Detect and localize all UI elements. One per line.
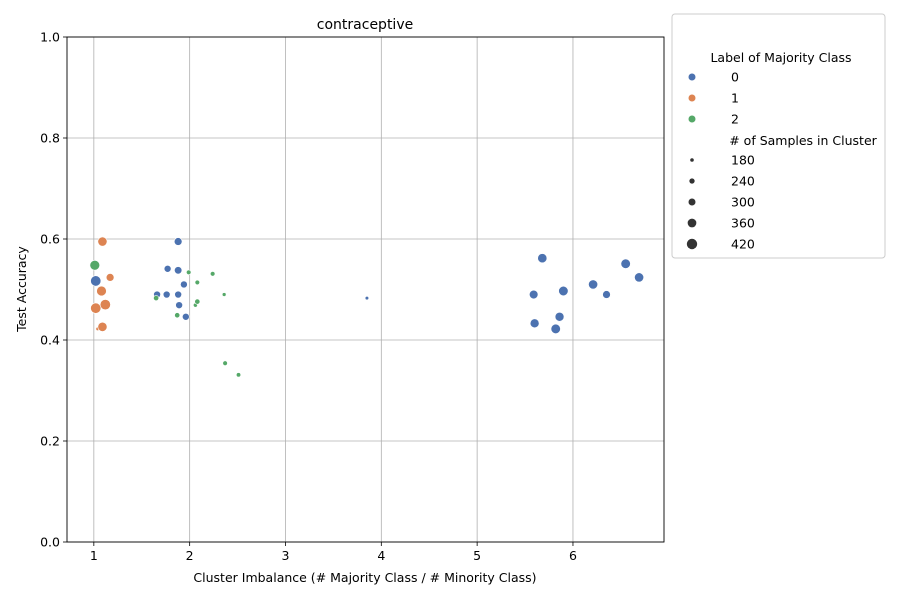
data-points (89, 236, 645, 378)
data-point-class-0 (558, 285, 569, 297)
legend-hue-title: Label of Majority Class (710, 50, 851, 65)
data-point-class-2 (89, 260, 101, 271)
legend-size-marker-420 (686, 238, 698, 250)
legend-size-title: # of Samples in Cluster (729, 133, 877, 148)
data-point-class-0 (173, 237, 183, 246)
data-point-class-0 (550, 323, 561, 334)
data-point-class-0 (175, 301, 183, 309)
x-tick-label: 1 (90, 548, 98, 563)
data-point-class-2 (186, 269, 192, 275)
data-point-class-1 (96, 285, 107, 297)
legend-size-marker-180 (690, 158, 694, 162)
legend-size-marker-240 (689, 178, 695, 184)
data-point-class-0 (588, 279, 599, 290)
data-point-class-1 (97, 321, 108, 332)
x-axis-label: Cluster Imbalance (# Majority Class / # … (193, 570, 536, 585)
x-tick-label: 3 (282, 548, 290, 563)
x-tick-label: 6 (569, 548, 577, 563)
data-point-class-0 (174, 290, 182, 299)
y-tick-label: 0.8 (40, 131, 60, 146)
data-point-class-0 (90, 275, 102, 287)
legend-size-label-240: 240 (731, 174, 755, 189)
data-point-class-2 (194, 298, 201, 305)
data-point-class-2 (194, 279, 200, 286)
legend: Label of Majority Class 0 1 2 # of Samples… (671, 13, 886, 259)
axes: 1 2 3 4 5 6 0.0 0.2 0.4 0.6 0.8 1.0 (40, 30, 665, 563)
data-point-class-1 (99, 299, 111, 311)
data-point-class-0 (364, 295, 370, 301)
data-point-class-2 (153, 295, 160, 302)
legend-size-label-420: 420 (731, 237, 755, 252)
y-tick-label: 0.2 (40, 434, 60, 449)
data-point-class-2 (221, 292, 227, 297)
y-axis-label: Test Accuracy (14, 246, 29, 333)
legend-size-marker-360 (687, 218, 697, 228)
x-tick-label: 4 (377, 548, 385, 563)
data-point-class-0 (634, 272, 645, 283)
legend-size-label-360: 360 (731, 216, 755, 231)
data-point-class-1 (105, 273, 115, 282)
legend-marker-class-2 (688, 115, 696, 123)
legend-marker-class-1 (688, 94, 696, 102)
data-point-class-0 (182, 312, 190, 321)
x-tick-label: 2 (186, 548, 194, 563)
y-tick-label: 1.0 (40, 30, 60, 45)
data-point-class-0 (163, 264, 172, 273)
legend-size-label-180: 180 (731, 153, 755, 168)
legend-size-marker-300 (688, 198, 696, 206)
data-point-class-0 (620, 258, 631, 269)
data-point-class-0 (180, 280, 188, 289)
y-tick-label: 0.0 (40, 535, 60, 550)
data-point-class-0 (162, 290, 171, 299)
data-point-class-0 (529, 289, 539, 300)
legend-frame (671, 13, 886, 259)
y-tick-label: 0.6 (40, 232, 60, 247)
data-point-class-1 (90, 302, 102, 314)
data-point-class-0 (554, 311, 565, 322)
data-point-class-2 (174, 312, 181, 319)
legend-label-class-0: 0 (731, 70, 739, 85)
data-point-class-1 (97, 236, 108, 247)
data-point-class-0 (602, 290, 611, 299)
data-point-class-0 (174, 266, 183, 275)
grid-lines (67, 36, 664, 543)
y-tick-label: 0.4 (40, 333, 60, 348)
legend-size-label-300: 300 (731, 195, 755, 210)
legend-label-class-2: 2 (731, 112, 739, 127)
legend-label-class-1: 1 (731, 91, 739, 106)
legend-size-items: 180 240 300 360 420 (686, 153, 755, 252)
legend-marker-class-0 (688, 73, 696, 81)
data-point-class-0 (537, 253, 548, 264)
data-point-class-2 (209, 271, 216, 277)
x-tick-label: 5 (473, 548, 481, 563)
data-point-class-2 (236, 372, 242, 378)
legend-hue-items: 0 1 2 (688, 70, 739, 127)
data-point-class-2 (222, 360, 228, 366)
data-point-class-0 (529, 318, 540, 329)
plot-frame (66, 36, 665, 543)
chart-title: contraceptive (317, 17, 413, 33)
